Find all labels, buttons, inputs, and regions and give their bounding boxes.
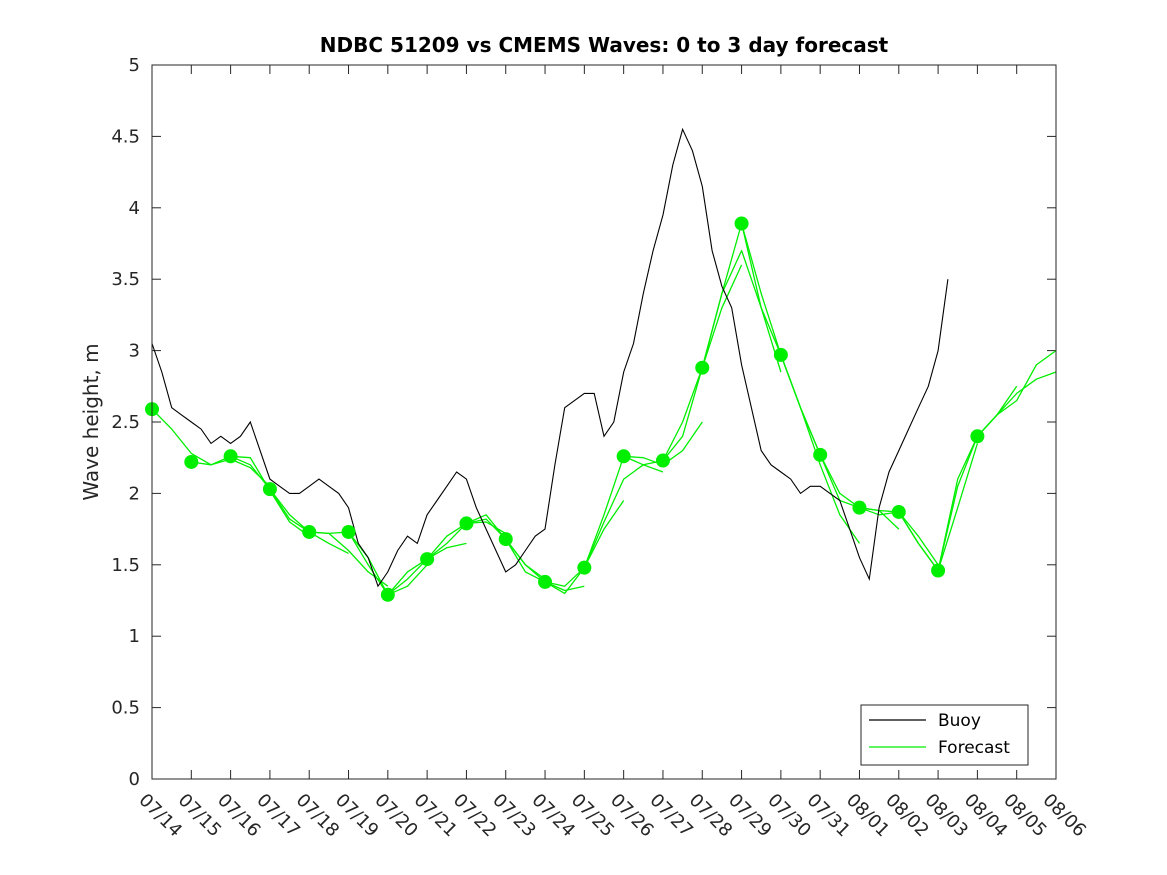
forecast-run-line [505,500,625,595]
forecast-series [151,222,1057,596]
forecast-start-marker [773,347,788,362]
forecast-start-marker [734,216,749,231]
forecast-start-marker [420,552,435,567]
y-tick-label: 2.5 [111,412,140,433]
forecast-run-line [230,455,349,554]
forecast-start-marker [302,524,317,539]
y-tick-label: 1.5 [111,555,140,576]
legend-box [860,704,1029,766]
legend-label-buoy: Buoy [938,711,981,731]
forecast-start-marker [695,360,710,375]
forecast-start-marker [184,454,199,469]
forecast-start-marker [813,447,828,462]
y-tick-label: 4 [129,198,140,219]
chart-title: NDBC 51209 vs CMEMS Waves: 0 to 3 day fo… [320,33,889,57]
forecast-run-line [387,521,507,596]
forecast-start-marker [970,429,985,444]
forecast-start-marker [459,516,474,531]
forecast-start-marker [380,587,395,602]
forecast-start-marker [577,560,592,575]
forecast-start-marker [262,482,277,497]
forecast-start-markers [145,216,985,602]
axis-ticks [151,64,1057,780]
forecast-start-marker [852,500,867,515]
legend-label-forecast: Forecast [938,738,1010,758]
forecast-start-marker [538,574,553,589]
forecast-start-marker [655,453,670,468]
forecast-start-marker [616,449,631,464]
forecast-start-marker [891,504,906,519]
forecast-run-line [976,371,1057,437]
y-axis-label: Wave height, m [79,343,103,500]
axes-box [151,64,1057,780]
buoy-line [151,127,949,588]
y-tick-label: 3 [129,341,140,362]
forecast-start-marker [223,449,238,464]
y-tick-label: 0.5 [111,698,140,719]
forecast-start-marker [341,524,356,539]
forecast-run-line [623,264,743,466]
forecast-run-line [347,531,467,596]
forecast-run-line [583,421,703,568]
y-tick-label: 4.5 [111,126,140,147]
forecast-run-line [819,454,939,566]
y-tick-label: 1 [129,626,140,647]
y-tick-label: 5 [129,55,140,76]
y-tick-label: 0 [129,769,140,790]
y-tick-labels: 0 0.5 1 1.5 2 2.5 3 3.5 4 4.5 5 [111,55,140,790]
buoy-series [151,127,949,588]
forecast-run-line [191,455,310,537]
forecast-run-line [466,518,585,592]
y-tick-label: 3.5 [111,269,140,290]
plot-area [152,65,1056,779]
y-tick-label: 2 [129,483,140,504]
legend: Buoy Forecast [860,704,1029,766]
forecast-start-marker [498,532,513,547]
forecast-start-marker [931,563,946,578]
